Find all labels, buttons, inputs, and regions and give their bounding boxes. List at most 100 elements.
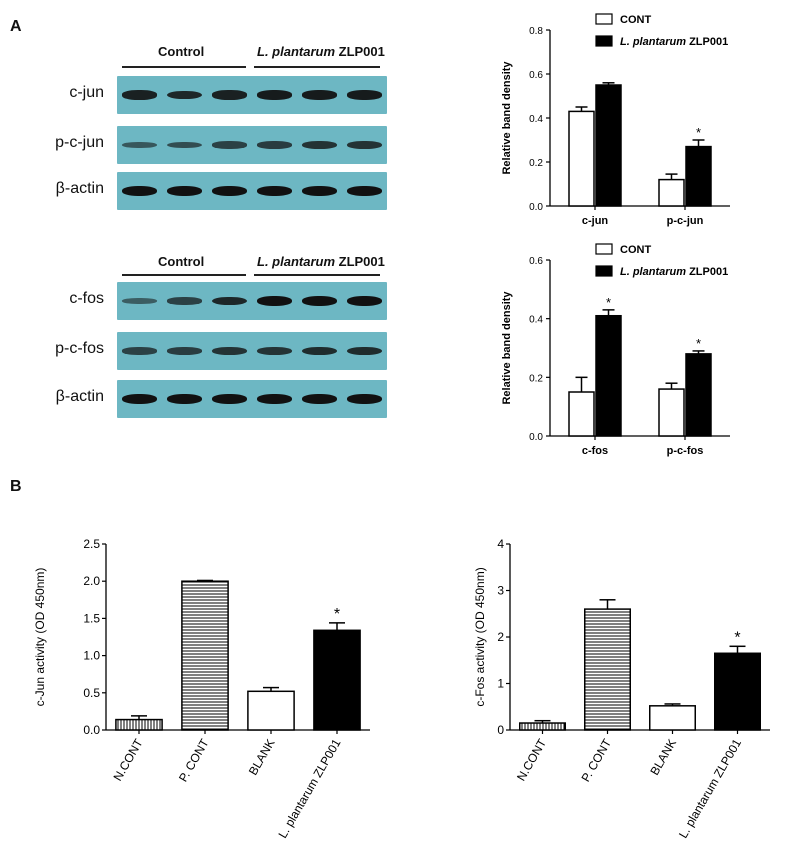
blot-band — [167, 90, 202, 100]
blot-band — [302, 90, 337, 100]
y-tick-label: 0.5 — [83, 686, 100, 700]
panel-label-a: A — [10, 18, 22, 35]
y-tick-label: 0.6 — [529, 256, 543, 267]
bar — [519, 722, 566, 731]
y-tick-label: 2 — [497, 630, 504, 644]
blot-top-treatment-label: L. plantarum ZLP001 — [257, 44, 385, 59]
bar — [181, 580, 229, 731]
blot-top-control-label: Control — [158, 44, 205, 59]
x-tick-label: N.CONT — [110, 736, 145, 783]
blot-band — [347, 186, 382, 196]
blot-band — [347, 140, 382, 150]
blot-band — [347, 90, 382, 100]
x-tick-label: L. plantarum ZLP001 — [275, 736, 343, 840]
bar — [658, 388, 685, 437]
x-tick-label: N.CONT — [514, 736, 549, 783]
y-tick-label: 0.0 — [529, 432, 543, 443]
significance-marker: * — [606, 295, 611, 310]
bar — [313, 629, 361, 731]
legend-swatch — [595, 13, 613, 25]
blot-band — [212, 141, 247, 149]
blot-band — [302, 140, 337, 150]
x-tick-label: BLANK — [246, 737, 278, 778]
bar — [584, 608, 631, 731]
significance-marker: * — [334, 606, 340, 623]
blot-band — [257, 186, 292, 196]
legend-label: CONT — [620, 14, 651, 26]
y-tick-label: 4 — [497, 537, 504, 551]
y-axis-label: c-Fos activity (OD 450nm) — [473, 567, 487, 706]
blot-row-label: c-fos — [69, 290, 104, 307]
blot-band — [302, 186, 337, 196]
y-tick-label: 0.8 — [529, 26, 543, 37]
blot-band — [122, 347, 157, 355]
blot-bottom-treatment-underline — [254, 274, 380, 276]
chart-jun-density: CONT L. plantarum ZLP001 0.0 0.2 0.4 0.6 0.8 Re… — [501, 13, 730, 227]
significance-marker: * — [734, 629, 740, 646]
bar — [595, 314, 622, 437]
blot-band — [257, 296, 292, 306]
blot-band — [347, 394, 382, 404]
blot-band — [212, 90, 247, 100]
bar — [247, 690, 295, 731]
legend-label: L. plantarum ZLP001 — [620, 266, 728, 278]
x-tick-label: P. CONT — [176, 736, 212, 784]
chart-fos-density: CONT L. plantarum ZLP001 0.0 0.2 0.4 0.6 Relat… — [501, 243, 730, 457]
blot-band — [122, 90, 157, 100]
blot-band — [122, 394, 157, 404]
blot-band — [212, 186, 247, 196]
y-tick-label: 2.5 — [83, 537, 100, 551]
significance-marker: * — [696, 125, 701, 140]
chart-cfos-activity: 0 1 2 3 4 c-Fos activity (OD 450nm) N.CONT P. C… — [473, 537, 770, 841]
legend-swatch — [595, 243, 613, 255]
significance-marker: * — [696, 336, 701, 351]
legend-swatch — [595, 35, 613, 47]
bar — [568, 110, 595, 207]
blot-band — [302, 394, 337, 404]
blot-band — [257, 141, 292, 149]
blot-top-control-underline — [122, 66, 246, 68]
blot-row-label: β-actin — [55, 388, 104, 405]
blot-band — [302, 346, 337, 356]
bar — [658, 178, 685, 207]
blot-row-label: p-c-fos — [55, 340, 104, 357]
blot-band — [257, 346, 292, 356]
blot-bottom-control-label: Control — [158, 254, 205, 269]
blot-bottom-treatment-label: L. plantarum ZLP001 — [257, 254, 385, 269]
x-tick-label: BLANK — [647, 737, 679, 778]
blot-band — [347, 346, 382, 356]
blot-band — [212, 394, 247, 404]
legend-swatch — [595, 265, 613, 277]
blot-top-treatment-underline — [254, 66, 380, 68]
blot-strip — [117, 76, 387, 114]
blot-strip — [117, 282, 387, 320]
bar — [685, 353, 712, 437]
blot-band — [257, 394, 292, 404]
y-tick-label: 0.4 — [529, 114, 543, 125]
y-tick-label: 2.0 — [83, 574, 100, 588]
x-tick-label: L. plantarum ZLP001 — [676, 736, 744, 840]
chart-cjun-activity: 0.0 0.5 1.0 1.5 2.0 2.5 c-Jun activity (OD 450… — [33, 537, 370, 841]
y-tick-label: 1 — [497, 677, 504, 691]
blot-band — [167, 186, 202, 196]
blot-strip — [117, 332, 387, 370]
x-tick-label: P. CONT — [578, 736, 614, 784]
blot-bottom-control-underline — [122, 274, 246, 276]
x-tick-label: c-jun — [582, 215, 609, 227]
y-tick-label: 0.6 — [529, 70, 543, 81]
bar — [649, 705, 696, 731]
blot-band — [167, 297, 202, 305]
blot-band — [257, 90, 292, 100]
blot-row-label: c-jun — [69, 84, 104, 101]
blot-strip — [117, 380, 387, 418]
blot-band — [167, 141, 202, 149]
y-tick-label: 0.4 — [529, 315, 543, 326]
blot-band — [122, 298, 157, 304]
bar — [115, 718, 163, 731]
y-tick-label: 0.0 — [529, 202, 543, 213]
blot-band — [167, 347, 202, 355]
x-tick-label: p-c-jun — [667, 215, 704, 227]
blot-band — [302, 296, 337, 306]
y-axis-label: Relative band density — [501, 61, 513, 175]
bar — [595, 84, 622, 207]
